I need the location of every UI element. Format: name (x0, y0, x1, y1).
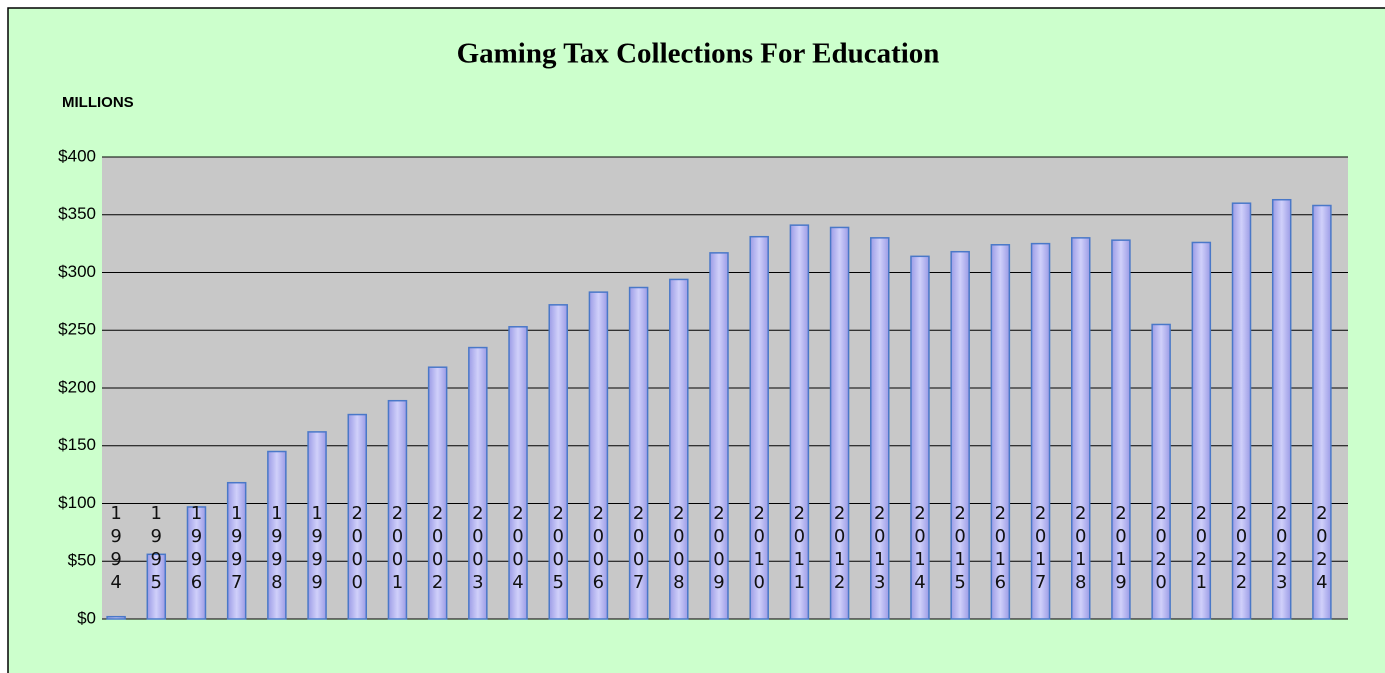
x-tick-label: 2002 (431, 503, 444, 593)
y-tick-label: $150 (58, 435, 96, 454)
bar (950, 250, 970, 620)
x-tick-label: 2024 (1316, 503, 1328, 593)
y-tick-label: $400 (58, 146, 96, 165)
x-tick-label: 2018 (1075, 503, 1087, 593)
bar (1312, 204, 1332, 620)
x-tick-label: 2021 (1195, 503, 1208, 593)
x-tick-label: 2016 (994, 503, 1007, 593)
bar (588, 291, 609, 620)
x-tick-label: 1995 (150, 503, 162, 593)
x-tick-label: 2005 (552, 503, 564, 593)
x-tick-label: 1999 (311, 503, 323, 593)
bar (1191, 241, 1212, 620)
bar (749, 235, 769, 620)
bar (1111, 239, 1131, 620)
x-tick-label: 2012 (833, 503, 846, 593)
bar (910, 255, 930, 620)
bar (1151, 323, 1171, 620)
bar (508, 326, 528, 620)
y-tick-label: $100 (58, 493, 96, 512)
bar (1030, 242, 1051, 620)
x-tick-label: 2003 (472, 503, 484, 593)
x-tick-label: 2011 (793, 503, 806, 593)
x-tick-label: 2004 (512, 503, 524, 593)
bar (226, 481, 247, 620)
x-tick-label: 2014 (914, 503, 926, 593)
bar (829, 226, 850, 620)
x-tick-label: 2000 (351, 503, 363, 593)
y-tick-label: $250 (58, 320, 96, 339)
x-tick-label: 2013 (874, 503, 886, 593)
bar (186, 506, 207, 620)
chart-title: Gaming Tax Collections For Education (457, 38, 940, 70)
x-tick-label: 1996 (190, 503, 203, 593)
y-tick-label: $0 (77, 608, 96, 627)
bar (387, 399, 408, 620)
bar (427, 366, 448, 620)
x-tick-label: 2017 (1034, 503, 1047, 593)
bar (548, 304, 568, 620)
bar (669, 278, 689, 620)
x-tick-label: 1998 (271, 503, 283, 593)
bar (146, 553, 167, 620)
y-tick-label: $200 (58, 377, 96, 396)
bar (267, 450, 287, 620)
y-axis-label: MILLIONS (62, 94, 134, 111)
y-tick-label: $50 (68, 551, 96, 570)
y-tick-label: $300 (58, 262, 96, 281)
x-tick-label: 2009 (713, 503, 725, 593)
bar (628, 286, 649, 620)
x-tick-label: 2023 (1275, 503, 1288, 593)
bar (990, 244, 1011, 620)
x-tick-label: 2020 (1155, 503, 1167, 593)
x-tick-label: 2010 (753, 503, 765, 593)
bar (709, 252, 729, 620)
x-tick-label: 2022 (1235, 503, 1248, 593)
y-tick-label: $350 (58, 204, 96, 223)
bar (1271, 198, 1292, 620)
bar (468, 346, 488, 620)
x-tick-label: 2001 (391, 503, 404, 593)
bar (789, 224, 810, 620)
bar (870, 237, 890, 620)
x-tick-label: 2006 (592, 503, 605, 593)
x-tick-label: 2019 (1115, 503, 1127, 593)
bar (1231, 202, 1252, 620)
bar (106, 615, 126, 620)
bar (347, 413, 368, 620)
x-tick-label: 2007 (632, 503, 645, 593)
x-tick-label: 1994 (110, 503, 122, 593)
x-tick-label: 1997 (230, 503, 243, 593)
bar (307, 431, 327, 620)
x-tick-label: 2008 (673, 503, 685, 593)
x-tick-label: 2015 (954, 503, 966, 593)
bar (1070, 237, 1091, 620)
